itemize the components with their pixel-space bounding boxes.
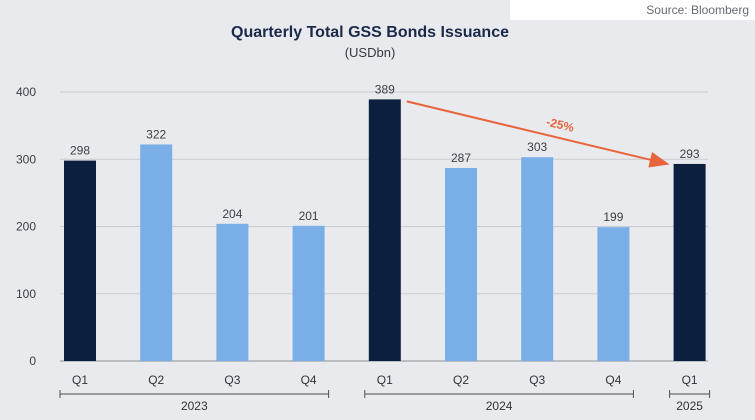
category-label: Q1 [682,373,698,387]
bar [292,225,325,361]
category-label: Q3 [224,373,240,387]
category-label: Q4 [301,373,317,387]
y-tick-label: 0 [29,354,36,368]
category-label: Q3 [529,373,545,387]
y-tick-label: 200 [16,220,36,234]
bar [521,157,554,361]
year-label: 2024 [486,399,513,413]
value-label: 389 [375,82,395,96]
value-label: 293 [680,147,700,161]
bar [673,163,706,361]
y-tick-label: 400 [16,85,36,99]
bar [597,227,630,361]
year-label: 2025 [676,399,703,413]
source-label: Source: Bloomberg [510,0,755,20]
y-tick-label: 300 [16,152,36,166]
category-label: Q1 [377,373,393,387]
value-label: 204 [222,207,242,221]
year-label: 2023 [181,399,208,413]
value-label: 303 [527,140,547,154]
value-label: 298 [70,144,90,158]
value-label: 201 [299,209,319,223]
bar [368,99,401,362]
category-label: Q1 [72,373,88,387]
bar [445,167,477,361]
value-label: 199 [603,210,623,224]
bar [140,144,173,361]
chart-title: Quarterly Total GSS Bonds Issuance [231,24,509,41]
value-label: 322 [146,127,166,141]
trend-arrow [406,100,670,168]
category-label: Q4 [605,373,621,387]
category-label: Q2 [148,373,164,387]
bar [64,160,96,361]
value-label: 287 [451,151,471,165]
chart-subtitle: (USDbn) [344,45,396,60]
y-tick-label: 100 [16,287,36,301]
category-label: Q2 [453,373,469,387]
trend-annotation-label: -25% [545,115,576,135]
bar [216,223,249,361]
